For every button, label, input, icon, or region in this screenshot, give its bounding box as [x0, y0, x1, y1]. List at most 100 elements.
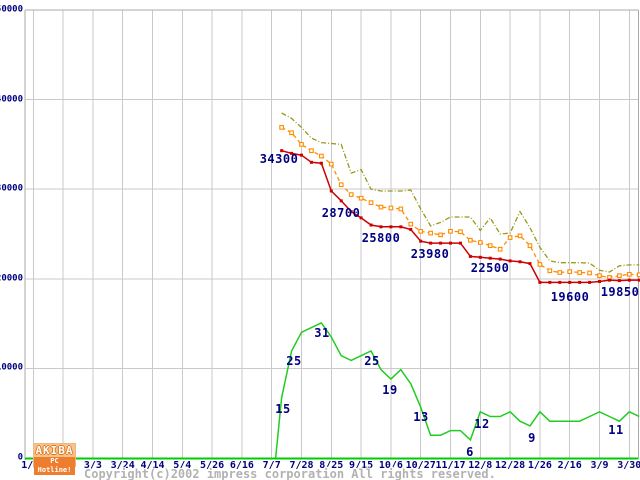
x-tick-label: 10/27	[405, 460, 436, 471]
count-label: 25	[286, 354, 302, 368]
marker-lowest-price	[280, 149, 284, 153]
logo-pc-hotline-text: PC Hotline!	[34, 457, 75, 475]
marker-lowest-price	[518, 260, 522, 264]
marker-lowest-price	[439, 241, 443, 245]
marker-lowest-price	[588, 280, 592, 284]
marker-lowest-price	[568, 280, 572, 284]
marker-average-price	[448, 228, 453, 234]
count-label: 15	[275, 402, 291, 416]
marker-average-price	[279, 125, 284, 130]
marker-lowest-price	[429, 241, 433, 245]
marker-lowest-price	[617, 279, 621, 283]
marker-average-price	[458, 229, 463, 235]
x-tick-label: 1/26	[527, 460, 552, 471]
x-tick-label: 4/14	[140, 460, 165, 471]
marker-lowest-price	[488, 256, 492, 260]
price-label: 28700	[321, 206, 361, 220]
watermark-copyright: Copyright(c)2002 impress corporation All…	[84, 442, 496, 480]
marker-average-price	[547, 268, 553, 274]
price-label: 19600	[550, 290, 590, 304]
y-tick-label: 0	[17, 452, 23, 463]
marker-average-price	[597, 273, 602, 279]
marker-lowest-price	[607, 278, 611, 282]
price-label: 23980	[410, 247, 450, 261]
price-label: 19850	[600, 285, 640, 299]
marker-average-price	[517, 233, 523, 239]
marker-average-price	[438, 232, 443, 238]
y-tick-label: 20000	[0, 273, 23, 284]
count-label: 9	[528, 431, 536, 445]
count-label: 31	[314, 326, 330, 340]
marker-lowest-price	[419, 239, 423, 243]
marker-average-price	[428, 230, 433, 236]
x-tick-label: 5/26	[200, 460, 225, 471]
x-tick-label: 10/6	[378, 460, 403, 471]
marker-lowest-price	[598, 279, 601, 283]
marker-average-price	[617, 273, 622, 279]
marker-lowest-price	[508, 259, 512, 263]
y-tick-label: 40000	[0, 94, 23, 105]
marker-lowest-price	[548, 280, 552, 284]
marker-average-price	[507, 235, 513, 240]
x-tick-label: 12/8	[468, 460, 493, 471]
marker-average-price	[328, 161, 334, 167]
marker-average-price	[358, 195, 364, 201]
x-tick-label: 2/16	[557, 460, 582, 471]
marker-lowest-price	[538, 280, 542, 284]
marker-lowest-price	[478, 255, 482, 259]
y-tick-label: 30000	[0, 183, 23, 194]
marker-lowest-price	[290, 151, 294, 155]
logo-akiba-text: AKIBA	[34, 444, 75, 457]
marker-lowest-price	[379, 225, 383, 229]
marker-average-price	[299, 142, 304, 147]
marker-average-price	[348, 192, 354, 197]
marker-lowest-price	[627, 278, 631, 282]
count-label: 6	[466, 445, 474, 459]
y-tick-label: 50000	[0, 4, 23, 15]
marker-average-price	[477, 240, 483, 245]
x-tick-label: 3/30	[617, 460, 640, 471]
price-label: 25800	[361, 231, 401, 245]
x-tick-label: 3/3	[83, 460, 102, 471]
marker-lowest-price	[558, 280, 562, 284]
x-tick-label: 3/24	[110, 460, 135, 471]
marker-average-price	[636, 272, 640, 278]
marker-lowest-price	[498, 257, 502, 261]
marker-lowest-price	[409, 228, 413, 232]
copyright-line-1: Copyright(c)2002 impress corporation All…	[84, 467, 496, 480]
count-label: 25	[364, 354, 380, 368]
marker-average-price	[289, 130, 294, 136]
marker-average-price	[537, 262, 543, 267]
y-tick-label: 10000	[0, 362, 23, 373]
marker-lowest-price	[349, 210, 353, 214]
marker-average-price	[368, 200, 374, 205]
series-highest-price-line	[281, 112, 640, 273]
marker-average-price	[587, 270, 592, 276]
marker-average-price	[567, 269, 573, 274]
marker-average-price	[487, 243, 493, 248]
count-label: 19	[382, 383, 398, 397]
count-label: 12	[474, 417, 490, 431]
marker-average-price	[527, 243, 533, 248]
marker-lowest-price	[389, 225, 393, 229]
x-tick-label: 7/28	[289, 460, 314, 471]
marker-lowest-price	[468, 254, 472, 258]
marker-lowest-price	[369, 223, 373, 227]
x-tick-label: 8/25	[319, 460, 344, 471]
marker-average-price	[378, 204, 384, 210]
marker-lowest-price	[399, 225, 403, 229]
x-tick-label: 11/17	[435, 460, 466, 471]
x-tick-label: 7/7	[262, 460, 281, 471]
marker-average-price	[398, 206, 404, 212]
marker-average-price	[309, 148, 314, 154]
price-label: 34300	[259, 152, 299, 166]
marker-lowest-price	[637, 278, 640, 282]
marker-average-price	[388, 205, 394, 211]
marker-lowest-price	[528, 262, 532, 266]
marker-average-price	[497, 246, 503, 252]
marker-average-price	[577, 270, 582, 275]
marker-average-price	[408, 221, 414, 227]
x-tick-label: 12/28	[495, 460, 526, 471]
